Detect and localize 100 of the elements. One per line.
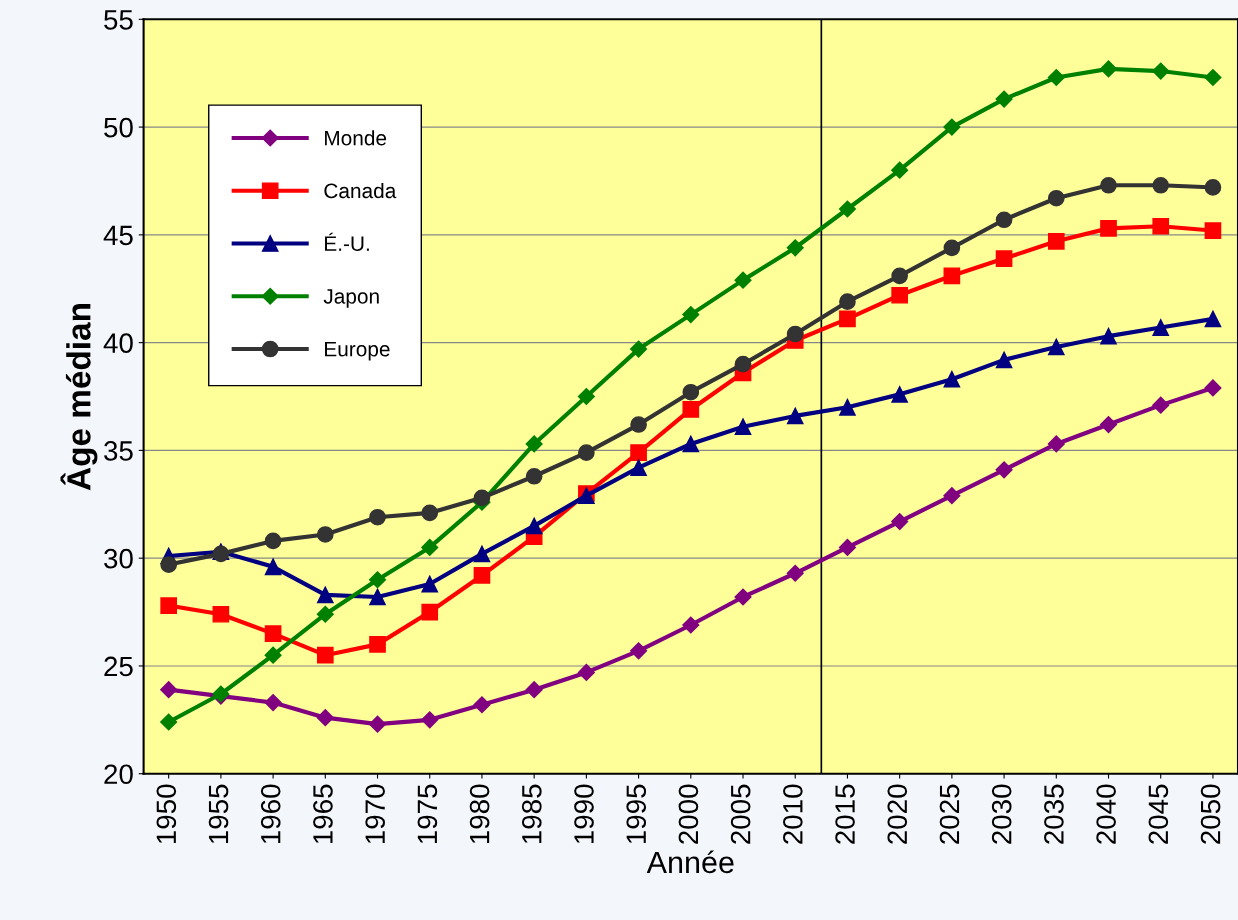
point [734, 588, 752, 606]
y-tick-label: 45 [103, 225, 133, 246]
point [1152, 176, 1170, 194]
legend-label: Europe [325, 341, 390, 361]
point [264, 558, 282, 576]
point [682, 401, 700, 418]
x-tick-label: 2035 [1044, 784, 1064, 844]
point [421, 711, 439, 729]
point [839, 310, 856, 328]
point [1047, 232, 1065, 250]
point [995, 250, 1013, 267]
point [473, 545, 491, 563]
point [421, 538, 439, 556]
x-tick-label: 2050 [1200, 784, 1221, 844]
point [160, 713, 178, 731]
point [369, 588, 386, 606]
point [264, 532, 282, 550]
point [995, 90, 1013, 108]
point [682, 306, 700, 324]
x-tick-label: 1955 [208, 784, 229, 844]
point [943, 370, 961, 388]
point [264, 625, 282, 642]
point [1204, 310, 1222, 328]
point [943, 267, 961, 285]
point [1152, 62, 1170, 80]
point [368, 571, 387, 589]
point [1099, 60, 1118, 78]
y-tick-label: 55 [104, 10, 133, 30]
point [577, 663, 595, 681]
point [577, 387, 595, 406]
point [630, 416, 647, 433]
x-tick-label: 2030 [991, 784, 1012, 844]
point [316, 605, 334, 623]
point [525, 517, 543, 535]
point [1204, 379, 1222, 397]
point [891, 161, 909, 179]
x-tick-label: 2015 [835, 784, 855, 844]
x-tick-label: 2025 [939, 784, 960, 844]
point [682, 616, 700, 634]
point [630, 459, 647, 476]
point [316, 586, 334, 604]
x-tick-label: 1975 [417, 784, 438, 844]
point [421, 603, 439, 621]
point [1047, 338, 1065, 356]
point [160, 597, 178, 614]
y-tick-label: 40 [103, 333, 133, 353]
point [1047, 68, 1065, 87]
point [1047, 189, 1065, 207]
point [316, 526, 334, 543]
point [1204, 68, 1222, 87]
point [1152, 396, 1170, 414]
x-tick-label: 1985 [521, 784, 542, 844]
point [1204, 222, 1222, 239]
point [264, 694, 282, 712]
point [368, 715, 387, 733]
x-axis-title: Année [646, 850, 734, 874]
point [1100, 220, 1117, 237]
point [473, 489, 491, 507]
point [316, 709, 334, 727]
x-tick-label: 1960 [260, 784, 281, 844]
x-tick-label: 2020 [887, 784, 908, 844]
y-tick-label: 30 [104, 548, 133, 569]
point [1204, 179, 1222, 196]
y-axis-title: Âge médian [60, 304, 98, 491]
point [839, 398, 856, 416]
point [838, 538, 856, 556]
y-tick-label: 25 [104, 656, 133, 677]
point [421, 575, 439, 593]
point [891, 286, 908, 304]
point [630, 642, 648, 660]
point [995, 211, 1013, 229]
x-tick-label: 1995 [626, 784, 647, 844]
point [473, 696, 491, 714]
point [578, 444, 595, 461]
point [1100, 327, 1117, 345]
point [943, 239, 961, 257]
point [891, 386, 908, 403]
point [995, 461, 1013, 479]
legend-label: Monde [325, 130, 387, 146]
legend-label: É.-U. [325, 232, 369, 251]
x-tick-label: 2000 [678, 784, 699, 844]
legend-label: Japon [323, 289, 379, 308]
point [891, 512, 909, 531]
point [1152, 217, 1170, 235]
point [525, 681, 543, 699]
point [630, 340, 648, 358]
point [1152, 319, 1170, 336]
point [682, 435, 700, 453]
point [316, 646, 334, 664]
point [786, 564, 804, 582]
point [838, 200, 856, 218]
point [1099, 415, 1118, 434]
point [1100, 176, 1117, 194]
x-tick-label: 1965 [313, 784, 333, 844]
point [995, 351, 1013, 369]
point [369, 636, 386, 653]
point [943, 118, 961, 136]
x-tick-label: 1970 [365, 784, 385, 844]
point [473, 567, 491, 584]
point [786, 239, 804, 257]
